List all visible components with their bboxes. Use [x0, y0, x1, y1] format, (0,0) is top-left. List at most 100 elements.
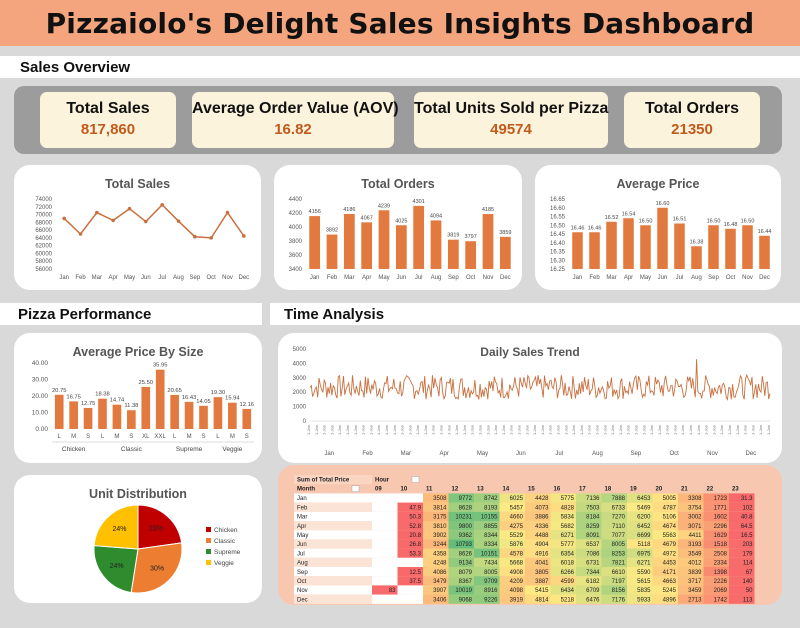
heatmap-cell: [703, 530, 729, 540]
heatmap-cell-value: 3071: [688, 524, 702, 530]
data-label: 25.50: [139, 380, 154, 386]
data-label: 3892: [326, 228, 338, 234]
heatmap-cell: [601, 493, 627, 503]
bar: [499, 236, 511, 269]
data-label: 20.65: [167, 388, 182, 394]
pie-slice-veggie: [93, 504, 139, 550]
heatmap-cell-value: 4787: [663, 505, 677, 511]
heatmap-cell-value: 8742: [484, 496, 498, 502]
heatmap-cell-value: 6354: [561, 551, 575, 557]
month-label: Nov: [707, 451, 718, 457]
heatmap-cell-value: 4908: [510, 570, 524, 576]
heatmap-cell: [474, 585, 500, 595]
month-row-label: Mar: [297, 515, 307, 521]
date-tick-label: 1-Jan: [649, 425, 654, 435]
y-tick-label: 3000: [293, 376, 307, 382]
bar: [170, 394, 179, 429]
heatmap-cell-value: 1742: [714, 597, 728, 603]
heatmap-cell-value: 7270: [612, 515, 626, 521]
heatmap-cell: [576, 502, 602, 512]
heatmap-cell-value: 6709: [586, 588, 600, 594]
heatmap-cell-value: 5005: [663, 496, 677, 502]
heatmap-cell: [448, 493, 474, 503]
y-tick-label: 60000: [35, 251, 52, 257]
heatmap-cell: [652, 530, 678, 540]
x-size-label: M: [230, 434, 235, 440]
x-tick-label: Jul: [158, 275, 166, 281]
heatmap-cell-value: 6182: [586, 579, 600, 585]
bar: [326, 234, 338, 269]
hour-header: 20: [656, 487, 663, 493]
kpi-label: Total Sales: [66, 100, 150, 117]
date-tick-label: 1-Jan: [548, 425, 553, 435]
heatmap-cell: [576, 521, 602, 531]
heatmap-cell-value: 1398: [714, 570, 728, 576]
price-by-size-bar-chart: 0.00 10.00 20.00 30.00 40.00 20.75 L 16.75 M 12.7…: [32, 360, 254, 453]
x-tick-label: Feb: [589, 275, 600, 281]
heatmap-cell: [652, 567, 678, 577]
y-tick-label: 40.00: [32, 360, 49, 367]
heatmap-cell: [627, 493, 653, 503]
heatmap-cell-value: 6975: [637, 551, 651, 557]
y-tick-label: 70000: [35, 213, 52, 219]
heatmap-cell: [550, 557, 576, 567]
date-tick-label: 1-Jan: [571, 425, 576, 435]
heatmap-cell: [703, 502, 729, 512]
legend-swatch: [206, 560, 211, 565]
heatmap-cell-value: 4358: [433, 551, 447, 557]
heatmap-cell-value: 203: [742, 542, 753, 548]
date-tick-label: 1-Jan: [579, 425, 584, 435]
y-tick-label: 4000: [293, 361, 307, 367]
heatmap-cell-value: 6271: [637, 561, 651, 567]
bar: [725, 228, 736, 269]
hour-month-heatmap[interactable]: Sum of Total Price Hour Month 09 10 11 12 13 14 1…: [278, 465, 782, 605]
heatmap-cell-value: 7110: [612, 524, 626, 530]
heatmap-cell: [678, 567, 704, 577]
pivot-row-header-cell: [294, 511, 372, 521]
heatmap-cell-value: 9068: [459, 597, 473, 603]
bar: [572, 232, 583, 269]
data-label: 16.50: [639, 218, 653, 224]
heatmap-cell: [550, 521, 576, 531]
heatmap-cell-value: 8626: [459, 551, 473, 557]
heatmap-cell: [397, 576, 423, 586]
hour-header: 21: [681, 487, 688, 493]
bar: [309, 216, 321, 269]
heatmap-cell: [525, 557, 551, 567]
date-tick-label: 1-Jan: [766, 425, 771, 435]
unit-distribution-card: Unit Distribution 23% Chicken 30% Classic 24…: [14, 475, 262, 603]
heatmap-cell-value: 6271: [561, 533, 575, 539]
x-tick-label: Mar: [344, 275, 354, 281]
y-tick-label: 4000: [289, 225, 303, 231]
heatmap-cell: [729, 530, 755, 540]
heatmap-cell: [652, 521, 678, 531]
hour-header: 13: [477, 487, 484, 493]
heatmap-cell: [397, 511, 423, 521]
bar: [213, 397, 223, 429]
chart-title: Daily Sales Trend: [480, 345, 580, 359]
heatmap-cell: [652, 576, 678, 586]
price-by-size-chart-card: Average Price By Size 0.00 10.00 20.00 30.0…: [14, 333, 262, 463]
heatmap-cell-value: 3308: [688, 496, 702, 502]
date-tick-label: 1-Jan: [719, 425, 724, 435]
heatmap-cell-value: 10151: [481, 551, 498, 557]
y-tick-label: 1000: [293, 405, 307, 411]
bar: [640, 225, 651, 269]
heatmap-cell: [499, 557, 525, 567]
y-tick-label: 16.60: [550, 206, 566, 212]
pivot-row-header-cell: [294, 567, 372, 577]
y-tick-label: 2000: [293, 390, 307, 396]
heatmap-cell: [678, 530, 704, 540]
kpi-label: Total Orders: [645, 100, 739, 117]
kpi-value: 49574: [490, 121, 532, 138]
date-tick-label: 1-Jan: [727, 425, 732, 435]
heatmap-cell-value: 2713: [688, 597, 702, 603]
heatmap-cell-value: 5682: [561, 524, 575, 530]
heatmap-cell: [729, 548, 755, 558]
date-tick-label: 1-Jan: [329, 425, 334, 435]
sales-point: [62, 216, 66, 221]
heatmap-cell: [601, 594, 627, 604]
date-tick-label: 1-Jan: [696, 425, 701, 435]
heatmap-cell-value: 3459: [688, 588, 702, 594]
heatmap-cell: [423, 585, 449, 595]
